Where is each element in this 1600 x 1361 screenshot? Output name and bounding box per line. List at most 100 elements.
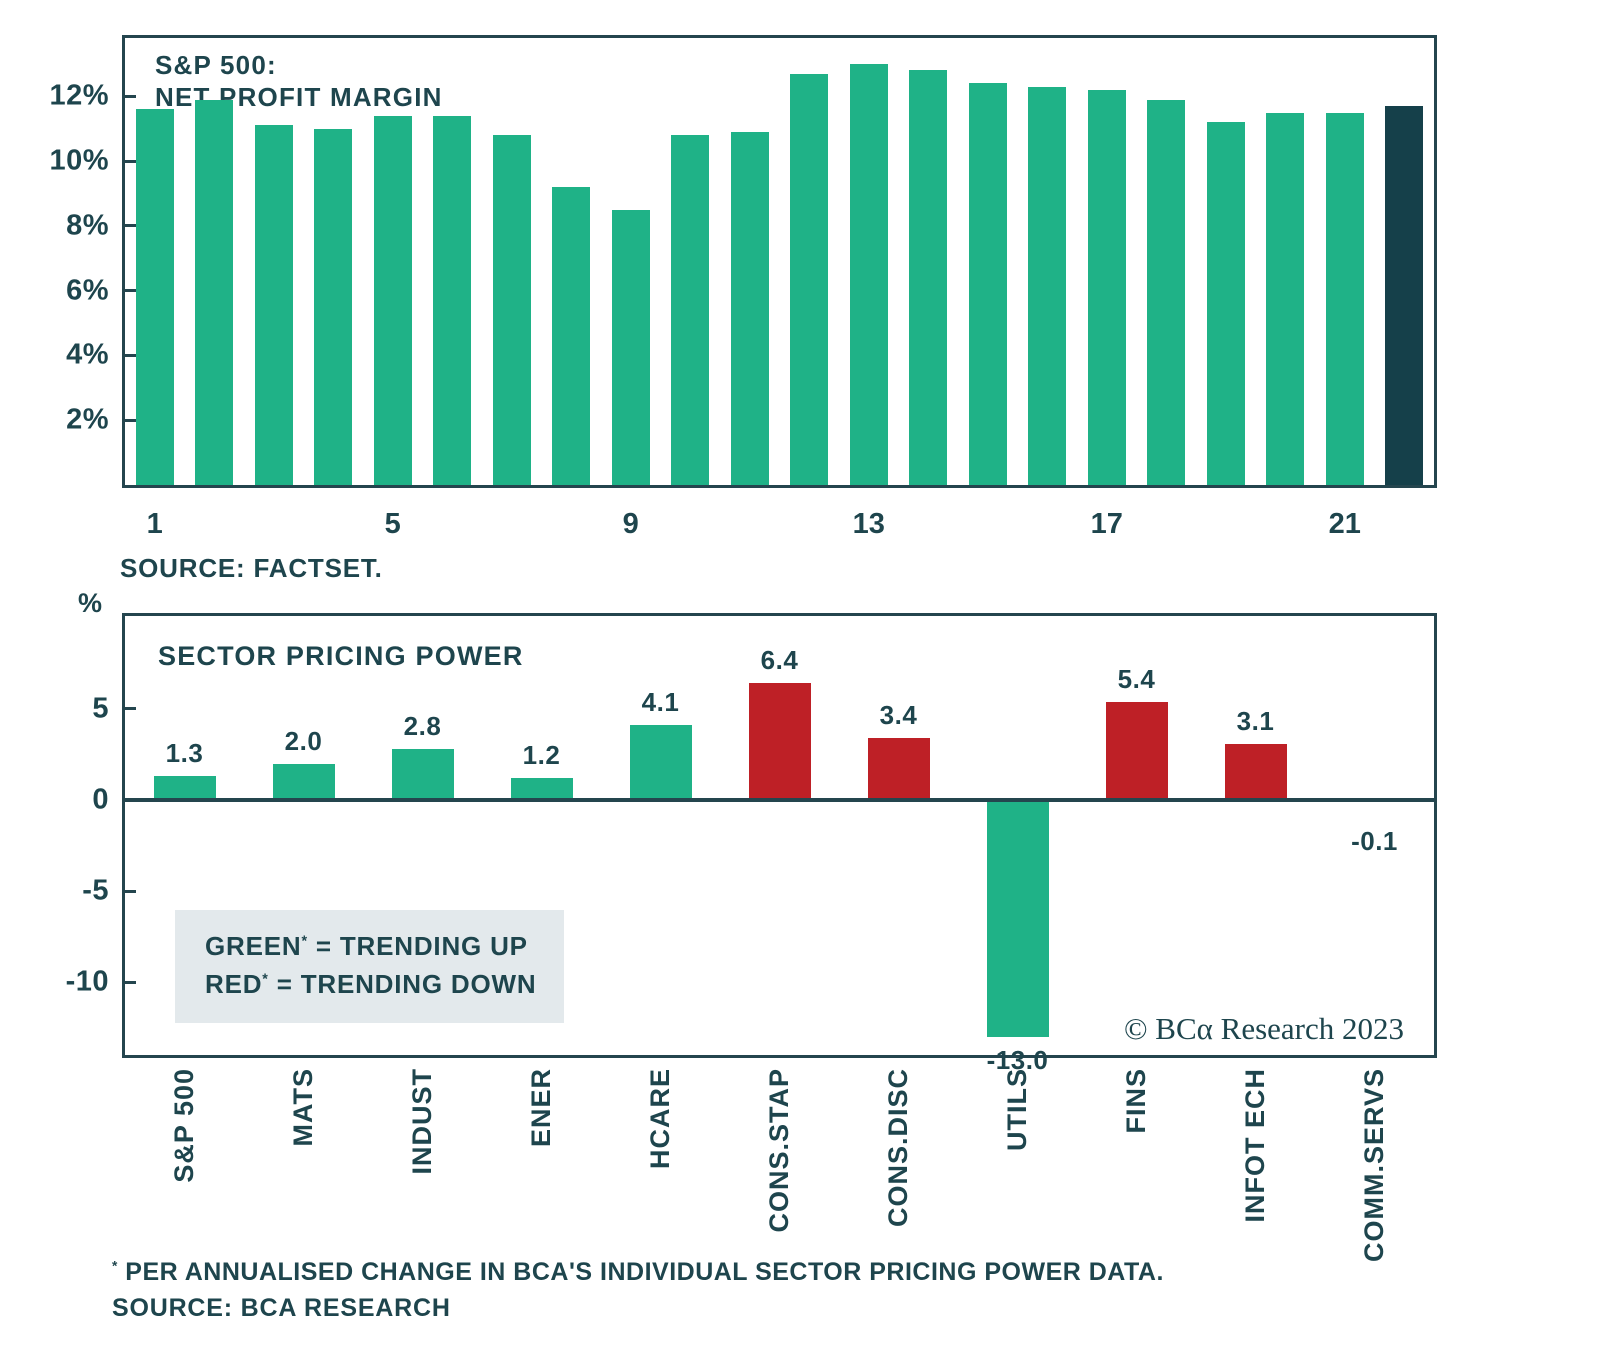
- top-chart-plot-area: S&P 500: NET PROFIT MARGIN: [122, 35, 1437, 488]
- legend-line-green: GREEN* = TRENDING UP: [205, 931, 528, 961]
- net-profit-margin-bar: [1087, 89, 1126, 485]
- sector-axis-label: ENER: [482, 1068, 601, 1264]
- net-profit-margin-bar: [552, 187, 591, 485]
- y-tick-mark: [125, 94, 136, 98]
- y-tick-mark: [125, 889, 136, 893]
- sector-axis-label: CONS.STAP: [720, 1068, 839, 1264]
- sector-axis-label: FINS: [1077, 1068, 1196, 1264]
- sector-pricing-bar: [1224, 743, 1287, 800]
- legend-red-asterisk: *: [262, 971, 269, 988]
- top-chart-source: SOURCE: FACTSET.: [120, 553, 383, 583]
- footnote-asterisk: *: [112, 1258, 118, 1274]
- sector-axis-label: S&P 500: [125, 1068, 244, 1264]
- sector-axis-label: CONS.DISC: [839, 1068, 958, 1264]
- sector-axis-label: COMM.SERVS: [1315, 1068, 1434, 1264]
- sector-axis-label-text: ENER: [526, 1068, 556, 1148]
- y-tick-label: 2%: [66, 403, 109, 436]
- y-tick-label: 5: [92, 692, 109, 725]
- bar-value-label: 6.4: [760, 645, 799, 676]
- sector-pricing-bar: [867, 738, 930, 800]
- net-profit-margin-bar: [373, 115, 412, 485]
- bar-value-label: -13.0: [986, 1044, 1049, 1075]
- bar-value-label: 2.8: [403, 710, 442, 741]
- bar-value-label: 3.4: [879, 700, 918, 731]
- y-tick-label: -5: [82, 874, 109, 907]
- net-profit-margin-bar: [314, 128, 353, 485]
- bar-value-label: 1.3: [165, 738, 204, 769]
- y-tick-mark: [125, 224, 136, 228]
- x-tick-label: 21: [1328, 508, 1361, 540]
- top-chart-title-line1: S&P 500:: [155, 50, 277, 80]
- sector-pricing-bar: [391, 748, 454, 800]
- net-profit-margin-bar: [254, 125, 293, 485]
- y-tick-mark: [125, 159, 136, 163]
- sector-axis-label-text: UTILS: [1002, 1068, 1032, 1151]
- net-profit-margin-bar: [195, 99, 234, 485]
- y-tick-label: 12%: [49, 79, 109, 112]
- bottom-chart-source: SOURCE: BCA RESEARCH: [112, 1294, 451, 1322]
- sector-axis-label-text: CONS.DISC: [883, 1068, 913, 1228]
- net-profit-margin-bar: [1147, 99, 1186, 485]
- bar-value-label: 3.1: [1236, 705, 1275, 736]
- y-tick-label: 6%: [66, 274, 109, 307]
- sector-axis-label-text: INDUST: [407, 1068, 437, 1175]
- y-tick-mark: [125, 289, 136, 293]
- sector-pricing-bar: [272, 763, 335, 800]
- net-profit-margin-bar: [1206, 122, 1245, 485]
- sector-axis-label-text: INFOT ECH: [1240, 1068, 1270, 1223]
- bottom-chart-plot-area: SECTOR PRICING POWER GREEN* = TRENDING U…: [122, 613, 1437, 1075]
- footnote: * PER ANNUALISED CHANGE IN BCA'S INDIVID…: [112, 1258, 1164, 1286]
- zero-axis-line: [125, 797, 1434, 802]
- net-profit-margin-bar: [790, 73, 829, 485]
- sector-axis-label-text: S&P 500: [169, 1068, 199, 1183]
- sector-pricing-bar: [1105, 701, 1168, 800]
- y-tick-label: -10: [65, 965, 109, 998]
- bar-value-label: 2.0: [284, 725, 323, 756]
- net-profit-margin-bar: [968, 83, 1007, 485]
- net-profit-margin-bar: [1325, 112, 1364, 485]
- sector-axis-label-text: FINS: [1121, 1068, 1151, 1134]
- net-profit-margin-bar: [433, 115, 472, 485]
- y-tick-mark: [125, 980, 136, 984]
- sector-axis-label: INDUST: [363, 1068, 482, 1264]
- legend-line-red: RED* = TRENDING DOWN: [205, 968, 537, 999]
- bottom-chart-x-axis: S&P 500 MATS INDUST ENER HCARE CONS.STAP CONS.…: [125, 1068, 1434, 1264]
- sector-pricing-bar: [986, 799, 1049, 1037]
- sector-pricing-bar: [153, 776, 216, 800]
- sector-axis-label-text: MATS: [288, 1068, 318, 1147]
- net-profit-margin-bar: [611, 209, 650, 485]
- x-tick-label: 5: [384, 508, 401, 540]
- net-profit-margin-bar: [671, 135, 710, 485]
- x-tick-label: 17: [1090, 508, 1123, 540]
- y-tick-label: 4%: [66, 338, 109, 371]
- sector-pricing-bar: [748, 683, 811, 800]
- net-profit-margin-bar: [1266, 112, 1305, 485]
- y-tick-mark: [125, 353, 136, 357]
- sector-pricing-bar: [629, 725, 692, 800]
- bottom-chart-y-axis-unit: %: [78, 588, 103, 618]
- y-tick-label: 0: [92, 783, 109, 816]
- bar-value-label: 5.4: [1117, 663, 1156, 694]
- net-profit-margin-bar: [135, 109, 174, 485]
- net-profit-margin-bar: [909, 70, 948, 485]
- copyright-notice: © BCα Research 2023: [1124, 1011, 1404, 1046]
- y-tick-mark: [125, 707, 136, 711]
- y-tick-label: 8%: [66, 209, 109, 242]
- net-profit-margin-bar: [730, 131, 769, 485]
- bar-value-label: 4.1: [641, 687, 680, 718]
- sector-pricing-bar: [510, 778, 573, 800]
- sector-axis-label-text: COMM.SERVS: [1359, 1068, 1389, 1263]
- bar-value-label: -0.1: [1351, 825, 1398, 856]
- x-tick-label: 9: [622, 508, 639, 540]
- y-tick-mark: [125, 418, 136, 422]
- sector-axis-label-text: CONS.STAP: [764, 1068, 794, 1233]
- sector-axis-label: MATS: [244, 1068, 363, 1264]
- x-tick-label: 13: [852, 508, 885, 540]
- net-profit-margin-bar: [1385, 106, 1424, 485]
- sector-axis-label: HCARE: [601, 1068, 720, 1264]
- net-profit-margin-bar: [849, 63, 888, 485]
- net-profit-margin-bar: [492, 135, 531, 485]
- legend-green-asterisk: *: [301, 933, 308, 950]
- sector-axis-label-text: HCARE: [645, 1068, 675, 1170]
